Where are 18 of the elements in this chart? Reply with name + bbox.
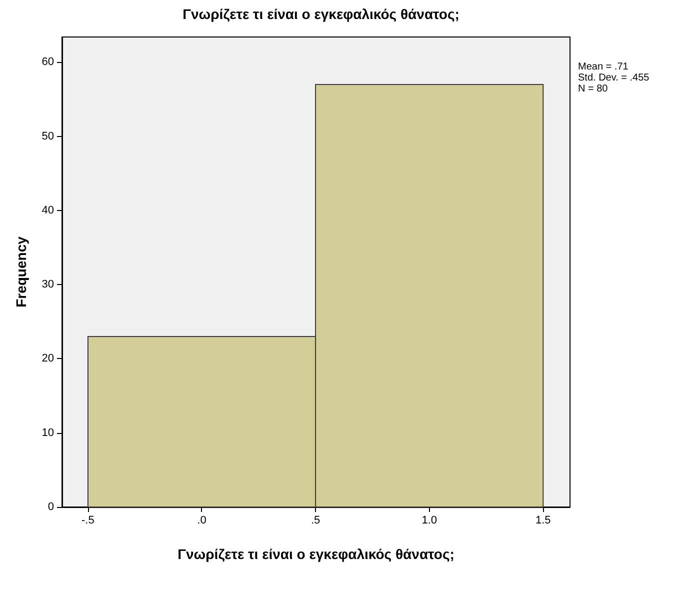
x-axis-title: Γνωρίζετε τι είναι ο εγκεφαλικός θάνατος; [178, 546, 454, 562]
y-tick-label: 60 [42, 56, 54, 68]
x-tick-label: 1.0 [422, 514, 437, 526]
text: N = 80 [578, 84, 608, 94]
text: Mean = .71 [578, 62, 629, 72]
y-tick-label: 0 [48, 501, 54, 513]
x-tick-label: -.5 [82, 514, 94, 526]
y-tick-label: 50 [42, 130, 54, 142]
y-tick-label: 20 [42, 352, 54, 365]
x-tick-label: .5 [310, 514, 320, 526]
chart-title: Γνωρίζετε τι είναι ο εγκεφαλικός θάνατος; [182, 6, 460, 22]
x-tick-label: 1.5 [535, 514, 551, 526]
text: Std. Dev. = .455 [578, 72, 650, 84]
x-tick-label: .0 [197, 514, 206, 526]
y-tick-label: 30 [42, 278, 54, 291]
y-axis-title: Frequency [13, 236, 29, 308]
y-tick-label: 10 [42, 426, 54, 439]
y-tick-label: 40 [42, 204, 54, 216]
